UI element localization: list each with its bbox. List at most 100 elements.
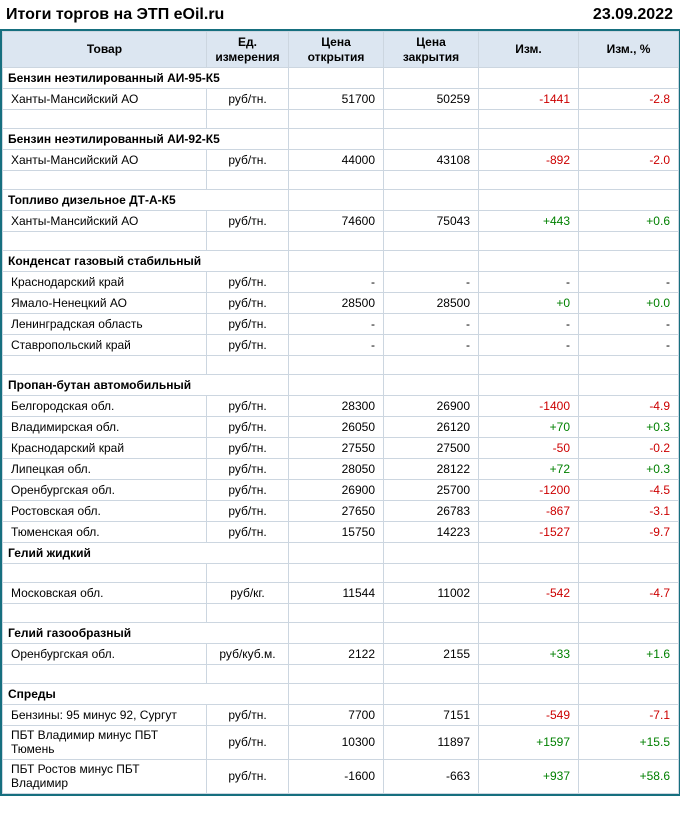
cell-chg: -1200 <box>478 479 579 501</box>
empty-cell <box>478 374 579 396</box>
table-row: Ленинградская область руб/тн. - - - - <box>2 313 679 335</box>
cell-pct: +1.6 <box>578 643 679 665</box>
cell-pct: +0.3 <box>578 416 679 438</box>
cell-pct: +0.6 <box>578 210 679 232</box>
table-row: Ханты-Мансийский АО руб/тн. 51700 50259 … <box>2 88 679 110</box>
cell-pct: +0.3 <box>578 458 679 480</box>
empty-cell <box>578 189 679 211</box>
cell-close: 75043 <box>383 210 479 232</box>
empty-cell <box>478 603 579 623</box>
section-header-row: Бензин неэтилированный АИ-95-К5 <box>2 67 679 89</box>
table-row: Оренбургская обл. руб/куб.м. 2122 2155 +… <box>2 643 679 665</box>
empty-cell <box>288 603 384 623</box>
cell-close: - <box>383 334 479 356</box>
empty-cell <box>478 189 579 211</box>
cell-chg: - <box>478 271 579 293</box>
cell-close: -663 <box>383 758 479 794</box>
cell-product: Бензины: 95 минус 92, Сургут <box>2 704 207 726</box>
cell-open: 27650 <box>288 500 384 522</box>
cell-pct: -0.2 <box>578 437 679 459</box>
cell-product: ПБТ Владимир минус ПБТ Тюмень <box>2 725 207 760</box>
empty-cell <box>383 542 479 564</box>
col-header-change-pct: Изм., % <box>578 31 679 68</box>
cell-unit: руб/тн. <box>206 88 289 110</box>
cell-chg: -1527 <box>478 521 579 543</box>
cell-unit: руб/тн. <box>206 149 289 171</box>
cell-product: Ставропольский край <box>2 334 207 356</box>
cell-chg: -867 <box>478 500 579 522</box>
cell-open: - <box>288 271 384 293</box>
empty-cell <box>206 355 289 375</box>
empty-cell <box>2 563 207 583</box>
cell-product: Ханты-Мансийский АО <box>2 210 207 232</box>
cell-chg: -1441 <box>478 88 579 110</box>
cell-product: Ханты-Мансийский АО <box>2 88 207 110</box>
empty-cell <box>578 374 679 396</box>
cell-unit: руб/кг. <box>206 582 289 604</box>
col-header-change: Изм. <box>478 31 579 68</box>
empty-cell <box>383 170 479 190</box>
spacer-row <box>2 170 679 190</box>
empty-cell <box>288 189 384 211</box>
cell-open: 27550 <box>288 437 384 459</box>
cell-product: Ростовская обл. <box>2 500 207 522</box>
section-header-row: Конденсат газовый стабильный <box>2 250 679 272</box>
table-row: Ханты-Мансийский АО руб/тн. 74600 75043 … <box>2 210 679 232</box>
cell-open: -1600 <box>288 758 384 794</box>
cell-unit: руб/тн. <box>206 458 289 480</box>
cell-chg: -50 <box>478 437 579 459</box>
col-header-unit: Ед. измерения <box>206 31 289 68</box>
cell-chg: +72 <box>478 458 579 480</box>
empty-cell <box>2 170 207 190</box>
empty-cell <box>383 374 479 396</box>
cell-unit: руб/тн. <box>206 500 289 522</box>
section-header-row: Бензин неэтилированный АИ-92-К5 <box>2 128 679 150</box>
cell-product: ПБТ Ростов минус ПБТ Владимир <box>2 758 207 794</box>
table-row: Владимирская обл. руб/тн. 26050 26120 +7… <box>2 416 679 438</box>
cell-unit: руб/тн. <box>206 521 289 543</box>
table-row: Белгородская обл. руб/тн. 28300 26900 -1… <box>2 395 679 417</box>
cell-chg: +1597 <box>478 725 579 760</box>
empty-cell <box>206 603 289 623</box>
empty-cell <box>288 683 384 705</box>
cell-unit: руб/тн. <box>206 437 289 459</box>
empty-cell <box>288 67 384 89</box>
cell-close: 25700 <box>383 479 479 501</box>
cell-pct: +58.6 <box>578 758 679 794</box>
cell-pct: -4.9 <box>578 395 679 417</box>
cell-chg: +937 <box>478 758 579 794</box>
cell-chg: +70 <box>478 416 579 438</box>
empty-cell <box>478 170 579 190</box>
cell-close: 43108 <box>383 149 479 171</box>
cell-pct: -2.0 <box>578 149 679 171</box>
empty-cell <box>578 128 679 150</box>
empty-cell <box>206 664 289 684</box>
empty-cell <box>288 542 384 564</box>
cell-chg: -542 <box>478 582 579 604</box>
cell-open: 74600 <box>288 210 384 232</box>
table-row: Липецкая обл. руб/тн. 28050 28122 +72 +0… <box>2 458 679 480</box>
section-title: Гелий газообразный <box>2 622 289 644</box>
cell-unit: руб/тн. <box>206 479 289 501</box>
cell-open: 26050 <box>288 416 384 438</box>
cell-close: 26900 <box>383 395 479 417</box>
empty-cell <box>288 374 384 396</box>
table-row: ПБТ Ростов минус ПБТ Владимир руб/тн. -1… <box>2 758 679 794</box>
cell-product: Владимирская обл. <box>2 416 207 438</box>
empty-cell <box>578 67 679 89</box>
cell-pct: -3.1 <box>578 500 679 522</box>
cell-pct: +15.5 <box>578 725 679 760</box>
cell-close: 28122 <box>383 458 479 480</box>
empty-cell <box>478 563 579 583</box>
empty-cell <box>578 683 679 705</box>
cell-pct: -7.1 <box>578 704 679 726</box>
empty-cell <box>478 683 579 705</box>
cell-product: Ленинградская область <box>2 313 207 335</box>
section-title: Топливо дизельное ДТ-А-К5 <box>2 189 289 211</box>
cell-open: 51700 <box>288 88 384 110</box>
table-row: Ростовская обл. руб/тн. 27650 26783 -867… <box>2 500 679 522</box>
empty-cell <box>206 109 289 129</box>
spacer-row <box>2 563 679 583</box>
cell-unit: руб/тн. <box>206 758 289 794</box>
cell-product: Московская обл. <box>2 582 207 604</box>
